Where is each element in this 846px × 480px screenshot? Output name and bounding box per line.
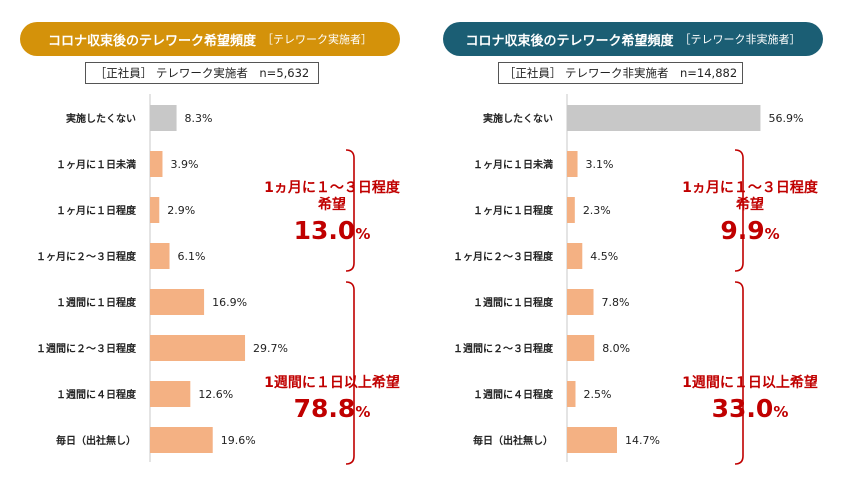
left-value-label: 12.6% [198, 388, 233, 401]
right-meta-box: ［正社員］ テレワーク非実施者 n=14,882 [498, 62, 743, 84]
right-category-label: １週間に４日程度 [473, 388, 554, 401]
left-bar [150, 151, 163, 177]
right-value-label: 2.3% [583, 204, 611, 217]
right-bracket-weekly [734, 281, 744, 465]
left-bar [150, 289, 205, 315]
left-value-label: 16.9% [212, 296, 247, 309]
left-summary-weekly: 1週間に１日以上希望 78.8% [262, 375, 402, 427]
right-summary-monthly: 1ヵ月に１～３日程度 希望 9.9% [680, 180, 820, 249]
right-bar [567, 289, 594, 315]
right-value-label: 3.1% [586, 158, 614, 171]
left-value-label: 3.9% [170, 158, 198, 171]
left-bracket-weekly [345, 281, 355, 465]
left-category-label: １ヶ月に１日程度 [56, 204, 137, 217]
left-value-label: 6.1% [178, 250, 206, 263]
left-summary-weekly-unit: % [355, 403, 371, 421]
left-category-label: １週間に２～３日程度 [36, 342, 137, 355]
left-category-label: １週間に１日程度 [56, 296, 137, 309]
left-summary-weekly-value: 78.8 [293, 394, 356, 423]
right-title-sub: ［テレワーク非実施者］ [679, 33, 801, 46]
left-summary-monthly-value: 13.0 [293, 216, 356, 245]
left-value-label: 8.3% [185, 112, 213, 125]
left-title: コロナ収束後のテレワーク希望頻度 [47, 33, 256, 49]
right-bar [567, 243, 583, 269]
right-bracket-monthly [734, 149, 744, 272]
right-category-label: 毎日（出社無し） [473, 434, 553, 447]
right-title-pill: コロナ収束後のテレワーク希望頻度 ［テレワーク非実施者］ [443, 22, 823, 56]
left-title-pill: コロナ収束後のテレワーク希望頻度 ［テレワーク実施者］ [20, 22, 400, 56]
right-bar [567, 105, 761, 131]
left-category-label: 実施したくない [66, 112, 136, 125]
right-value-label: 2.5% [584, 388, 612, 401]
left-category-label: １ヶ月に２～３日程度 [36, 250, 137, 263]
left-value-label: 29.7% [253, 342, 288, 355]
left-bar [150, 381, 191, 407]
right-category-label: １週間に１日程度 [473, 296, 554, 309]
left-meta-text: ［正社員］ テレワーク実施者 n=5,632 [94, 66, 310, 80]
right-bar [567, 335, 595, 361]
left-bar [150, 243, 170, 269]
right-category-label: １ヶ月に２～３日程度 [453, 250, 554, 263]
left-value-label: 19.6% [221, 434, 256, 447]
left-summary-monthly-line2: 希望 [318, 197, 346, 213]
left-bar [150, 335, 246, 361]
right-summary-weekly-unit: % [773, 403, 789, 421]
left-bar [150, 105, 177, 131]
left-bar-chart: 実施したくない 8.3% １ヶ月に１日未満 3.9% １ヶ月に１日程度 2.9% １ヶ月に２… [36, 94, 355, 465]
right-summary-monthly-unit: % [764, 225, 780, 243]
right-category-label: １ヶ月に１日程度 [473, 204, 554, 217]
right-category-label: １ヶ月に１日未満 [473, 158, 553, 171]
left-category-label: １ヶ月に１日未満 [56, 158, 136, 171]
right-value-label: 8.0% [602, 342, 630, 355]
right-summary-weekly: 1週間に１日以上希望 33.0% [680, 375, 820, 427]
right-bar [567, 151, 578, 177]
right-category-label: １週間に２～３日程度 [453, 342, 554, 355]
right-bar [567, 381, 576, 407]
right-summary-weekly-value: 33.0 [711, 394, 774, 423]
right-summary-monthly-line1: 1ヵ月に１～３日程度 [682, 180, 818, 196]
right-bar [567, 197, 575, 223]
left-category-label: １週間に４日程度 [56, 388, 137, 401]
left-panel: コロナ収束後のテレワーク希望頻度 ［テレワーク実施者］ ［正社員］ テレワーク実… [20, 22, 402, 465]
right-value-label: 56.9% [768, 112, 803, 125]
left-bracket-monthly [345, 149, 355, 272]
left-summary-monthly: 1ヵ月に１～３日程度 希望 13.0% [262, 180, 402, 249]
right-title: コロナ収束後のテレワーク希望頻度 [465, 33, 674, 49]
right-meta-text: ［正社員］ テレワーク非実施者 n=14,882 [503, 66, 738, 80]
right-summary-monthly-value: 9.9 [720, 216, 765, 245]
left-summary-monthly-unit: % [355, 225, 371, 243]
right-bar-chart: 実施したくない 56.9% １ヶ月に１日未満 3.1% １ヶ月に１日程度 2.3% １ヶ月に… [453, 94, 803, 465]
right-panel: コロナ収束後のテレワーク希望頻度 ［テレワーク非実施者］ ［正社員］ テレワーク… [423, 0, 846, 480]
right-category-label: 実施したくない [483, 112, 553, 125]
left-meta-box: ［正社員］ テレワーク実施者 n=5,632 [85, 62, 319, 84]
left-bar [150, 197, 160, 223]
left-summary-weekly-label: 1週間に１日以上希望 [264, 375, 400, 391]
left-bar [150, 427, 213, 453]
left-title-sub: ［テレワーク実施者］ [262, 33, 372, 46]
right-summary-weekly-label: 1週間に１日以上希望 [682, 375, 818, 391]
right-summary-monthly-line2: 希望 [736, 197, 764, 213]
right-bar [567, 427, 617, 453]
right-value-label: 14.7% [625, 434, 660, 447]
left-value-label: 2.9% [167, 204, 195, 217]
right-value-label: 4.5% [590, 250, 618, 263]
left-category-label: 毎日（出社無し） [56, 434, 136, 447]
left-summary-monthly-line1: 1ヵ月に１～３日程度 [264, 180, 400, 196]
right-value-label: 7.8% [602, 296, 630, 309]
